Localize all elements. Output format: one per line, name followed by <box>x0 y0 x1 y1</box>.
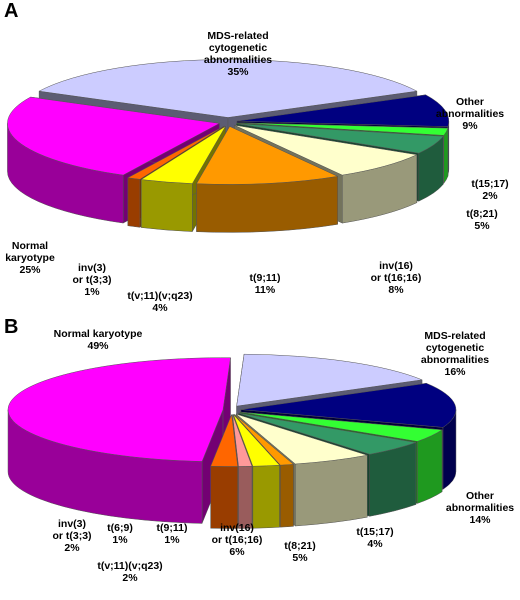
slice-label: t(15;17) 4% <box>356 526 393 550</box>
value-label: 5% <box>474 220 490 232</box>
slice-top <box>235 413 368 465</box>
slice-label: t(15;17) 2% <box>471 178 508 202</box>
slice-top <box>236 353 423 407</box>
slice-top <box>232 414 253 467</box>
slice-side <box>417 429 443 504</box>
value-label: 6% <box>229 546 245 558</box>
slice-top <box>38 59 418 118</box>
value-label: 35% <box>227 66 249 78</box>
category-label: t(8;21) <box>284 540 316 552</box>
slice-label: Normal karyotype 25% <box>5 240 55 276</box>
slice-top <box>239 411 443 442</box>
slice-label: t(8;21) 5% <box>284 540 316 564</box>
slice-top <box>234 414 295 466</box>
category-label: inv(3) or t(3;3) <box>52 518 92 542</box>
slice-top <box>127 125 225 180</box>
slice-top <box>236 122 449 136</box>
panel-letter: A <box>4 0 19 22</box>
slice-label: MDS-related cytogenetic abnormalities 16% <box>421 330 489 378</box>
slice-top <box>236 94 450 127</box>
slice-side <box>369 442 417 517</box>
category-label: Other abnormalities <box>445 490 515 514</box>
slice-side <box>141 179 193 232</box>
slice-top <box>140 126 226 184</box>
category-label: t(8;21) <box>466 208 498 220</box>
value-label: 2% <box>64 542 80 554</box>
slice-top <box>238 412 417 455</box>
slice-top <box>234 124 418 176</box>
value-label: 16% <box>444 366 466 378</box>
category-label: t(15;17) <box>356 526 394 538</box>
slice-top <box>7 96 221 176</box>
value-label: 2% <box>122 572 138 584</box>
slice-side <box>295 454 368 527</box>
slice-side <box>443 128 449 185</box>
pie <box>7 353 457 529</box>
category-label: t(15;17) <box>471 178 509 190</box>
slice-side <box>238 466 253 529</box>
slice-top <box>240 383 457 428</box>
slice-top <box>236 123 444 154</box>
slice-top <box>210 414 238 467</box>
slice-label: t(v;11)(v;q23) 2% <box>97 560 162 584</box>
slice-top <box>233 414 281 467</box>
value-label: 2% <box>482 190 498 202</box>
slice-top <box>7 357 231 462</box>
value-label: 49% <box>87 340 109 352</box>
slice-label: inv(16) or t(16;16) 6% <box>212 522 263 558</box>
category-label: Normal karyotype <box>53 328 143 340</box>
value-label: 5% <box>292 552 308 564</box>
slice <box>196 125 339 233</box>
slice-side <box>196 176 338 233</box>
slice-label: t(9;11) 11% <box>250 272 281 296</box>
slice-label: Normal karyotype 49% <box>54 328 143 352</box>
pie <box>7 59 450 233</box>
category-label: inv(3) or t(3;3) <box>72 262 112 286</box>
slice-label: Other abnormalities 14% <box>446 490 514 526</box>
slice-label: t(6;9) 1% <box>107 522 133 546</box>
value-label: 1% <box>164 534 180 546</box>
category-label: Normal karyotype <box>5 240 55 264</box>
value-label: 25% <box>19 264 41 276</box>
category-label: t(v;11)(v;q23) <box>97 560 163 572</box>
category-label: MDS-related cytogenetic abnormalities <box>420 330 490 366</box>
slice-side <box>127 177 141 228</box>
category-label: MDS-related cytogenetic abnormalities <box>203 30 273 66</box>
slice-side <box>252 464 280 529</box>
value-label: 8% <box>388 284 404 296</box>
value-label: 9% <box>462 120 478 132</box>
value-label: 11% <box>254 284 276 296</box>
value-label: 14% <box>469 514 491 526</box>
slice-label: t(v;11)(v;q23) 4% <box>127 290 192 314</box>
slice-side <box>280 464 294 528</box>
slice-top <box>196 126 339 185</box>
slice-label: inv(3) or t(3;3) 2% <box>52 518 91 554</box>
category-label: t(9;11) <box>249 272 281 284</box>
slice <box>7 357 231 524</box>
category-label: inv(16) or t(16;16) <box>211 522 263 546</box>
category-label: inv(16) or t(16;16) <box>370 260 422 284</box>
slice-label: inv(3) or t(3;3) 1% <box>72 262 111 298</box>
value-label: 4% <box>152 302 168 314</box>
slice-label: t(9;11) 1% <box>157 522 188 546</box>
category-label: Other abnormalities <box>435 96 505 120</box>
value-label: 1% <box>112 534 128 546</box>
slice-label: t(8;21) 5% <box>466 208 498 232</box>
slice-side <box>210 465 238 529</box>
slice-label: MDS-related cytogenetic abnormalities 35% <box>204 30 272 78</box>
slice-label: Other abnormalities 9% <box>436 96 504 132</box>
category-label: t(6;9) <box>107 522 133 534</box>
category-label: t(9;11) <box>156 522 188 534</box>
slice-label: inv(16) or t(16;16) 8% <box>371 260 422 296</box>
slice <box>210 414 238 529</box>
value-label: 4% <box>367 538 383 550</box>
panel-letter: B <box>4 316 19 338</box>
category-label: t(v;11)(v;q23) <box>127 290 193 302</box>
value-label: 1% <box>84 286 100 298</box>
